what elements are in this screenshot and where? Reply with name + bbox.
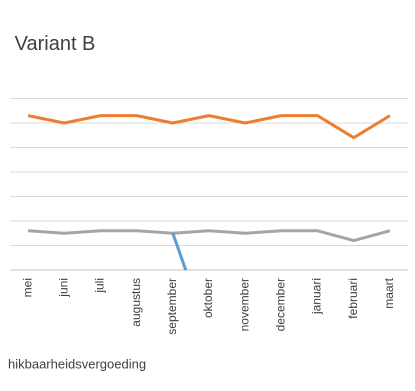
x-tick-label: juni	[56, 278, 70, 298]
x-tick-label: juli	[93, 278, 107, 294]
x-tick-label: maart	[382, 277, 396, 308]
x-tick-label: februari	[346, 278, 360, 319]
x-tick-label: oktober	[201, 278, 215, 318]
legend-entry: hikbaarheidsvergoeding	[8, 356, 146, 371]
series-line	[27, 229, 391, 243]
x-tick-label: augustus	[129, 278, 143, 327]
x-tick-label: november	[237, 278, 251, 331]
chart-title: Variant B	[14, 33, 96, 55]
x-tick-label: mei	[20, 278, 34, 297]
x-tick-label: september	[165, 278, 179, 335]
x-tick-label: december	[274, 278, 288, 331]
x-tick-label: januari	[310, 278, 324, 315]
series-line	[171, 232, 188, 270]
series-line	[27, 114, 391, 140]
